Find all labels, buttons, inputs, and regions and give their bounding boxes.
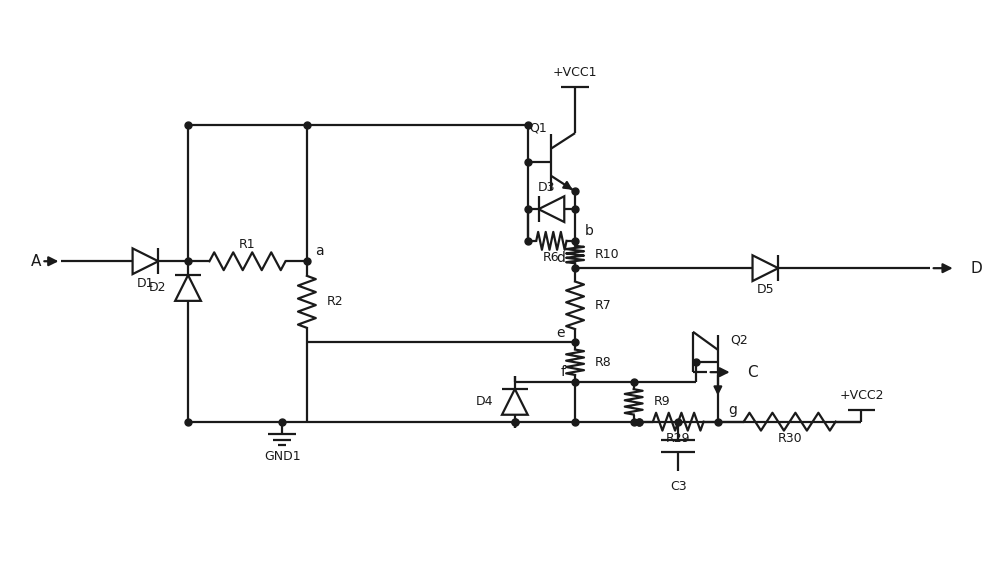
Text: D4: D4 bbox=[476, 395, 493, 409]
Text: d: d bbox=[556, 252, 565, 265]
Text: R29: R29 bbox=[666, 432, 691, 445]
Text: b: b bbox=[585, 224, 594, 238]
Text: +VCC1: +VCC1 bbox=[553, 66, 597, 79]
Text: R1: R1 bbox=[239, 238, 256, 251]
Text: +VCC2: +VCC2 bbox=[839, 390, 884, 402]
Text: C: C bbox=[747, 364, 758, 380]
Text: D5: D5 bbox=[757, 284, 774, 296]
Text: R6: R6 bbox=[543, 251, 560, 264]
Text: C3: C3 bbox=[670, 480, 687, 493]
Text: D2: D2 bbox=[149, 281, 166, 295]
Text: D1: D1 bbox=[137, 277, 154, 289]
Text: R30: R30 bbox=[777, 432, 802, 445]
Text: R10: R10 bbox=[595, 248, 619, 261]
Text: D: D bbox=[970, 261, 982, 276]
Text: A: A bbox=[31, 254, 41, 269]
Text: D3: D3 bbox=[538, 181, 555, 194]
Text: a: a bbox=[315, 244, 323, 258]
Text: R9: R9 bbox=[653, 395, 670, 409]
Text: f: f bbox=[560, 365, 565, 379]
Text: g: g bbox=[728, 403, 737, 417]
Text: e: e bbox=[557, 325, 565, 340]
Text: R7: R7 bbox=[595, 299, 612, 312]
Text: R8: R8 bbox=[595, 356, 612, 369]
Text: GND1: GND1 bbox=[264, 450, 300, 463]
Text: R2: R2 bbox=[327, 295, 343, 308]
Text: Q2: Q2 bbox=[730, 333, 748, 347]
Text: Q1: Q1 bbox=[530, 121, 547, 135]
